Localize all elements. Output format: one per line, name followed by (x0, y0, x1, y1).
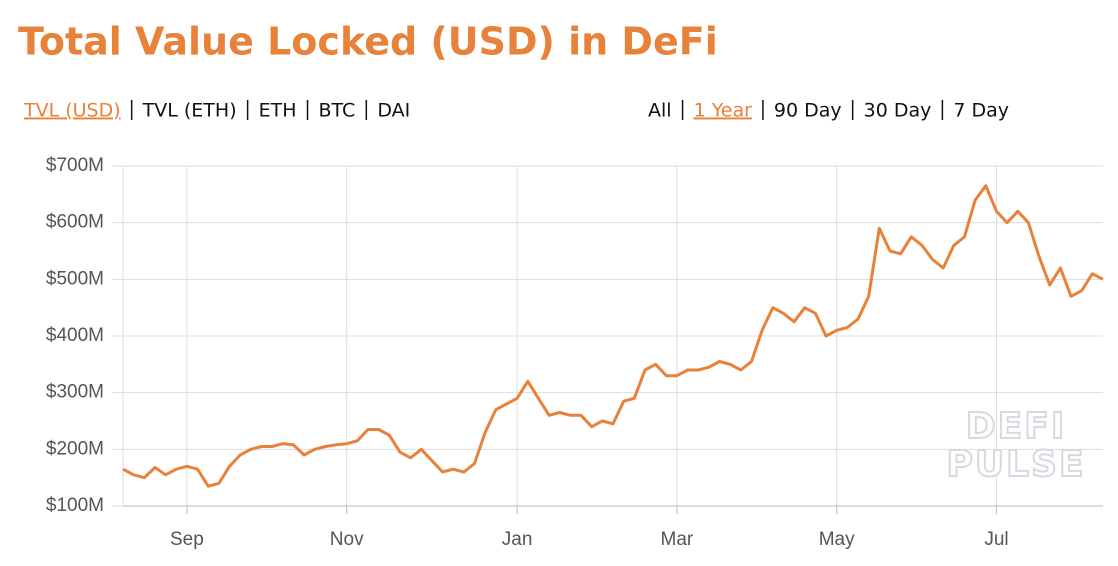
x-tick-label: Jul (984, 529, 1008, 550)
y-tick-label: $300M (46, 382, 104, 403)
range-tab[interactable]: 90 Day (774, 100, 842, 122)
y-tick-label: $100M (46, 495, 104, 516)
x-tick-label: Jan (502, 529, 533, 550)
y-tick-label: $500M (46, 268, 104, 289)
metric-tab[interactable]: TVL (USD) (23, 100, 121, 122)
metric-tab[interactable]: DAI (377, 100, 410, 122)
x-tick-label: May (819, 529, 855, 550)
y-tick-label: $200M (46, 438, 104, 459)
watermark: DEFI (966, 406, 1066, 447)
y-tick-label: $400M (46, 325, 104, 346)
range-tab[interactable]: 30 Day (864, 100, 932, 122)
line (122, 184, 1104, 488)
metric-tab[interactable]: BTC (319, 100, 356, 122)
range-tab[interactable]: 1 Year (694, 100, 753, 122)
watermark: PULSE (946, 444, 1085, 485)
x-tick-label: Mar (661, 529, 694, 550)
range-tab[interactable]: 7 Day (953, 100, 1009, 122)
range-tab[interactable]: All (648, 100, 672, 122)
y-tick-label: $700M (46, 155, 104, 176)
metric-tab[interactable]: ETH (259, 100, 297, 122)
chart-title: Total Value Locked (USD) in DeFi (18, 20, 718, 64)
x-tick-label: Sep (170, 529, 204, 550)
metric-tab[interactable]: TVL (ETH) (142, 100, 237, 122)
y-tick-label: $600M (46, 212, 104, 233)
x-tick-label: Nov (330, 529, 364, 550)
